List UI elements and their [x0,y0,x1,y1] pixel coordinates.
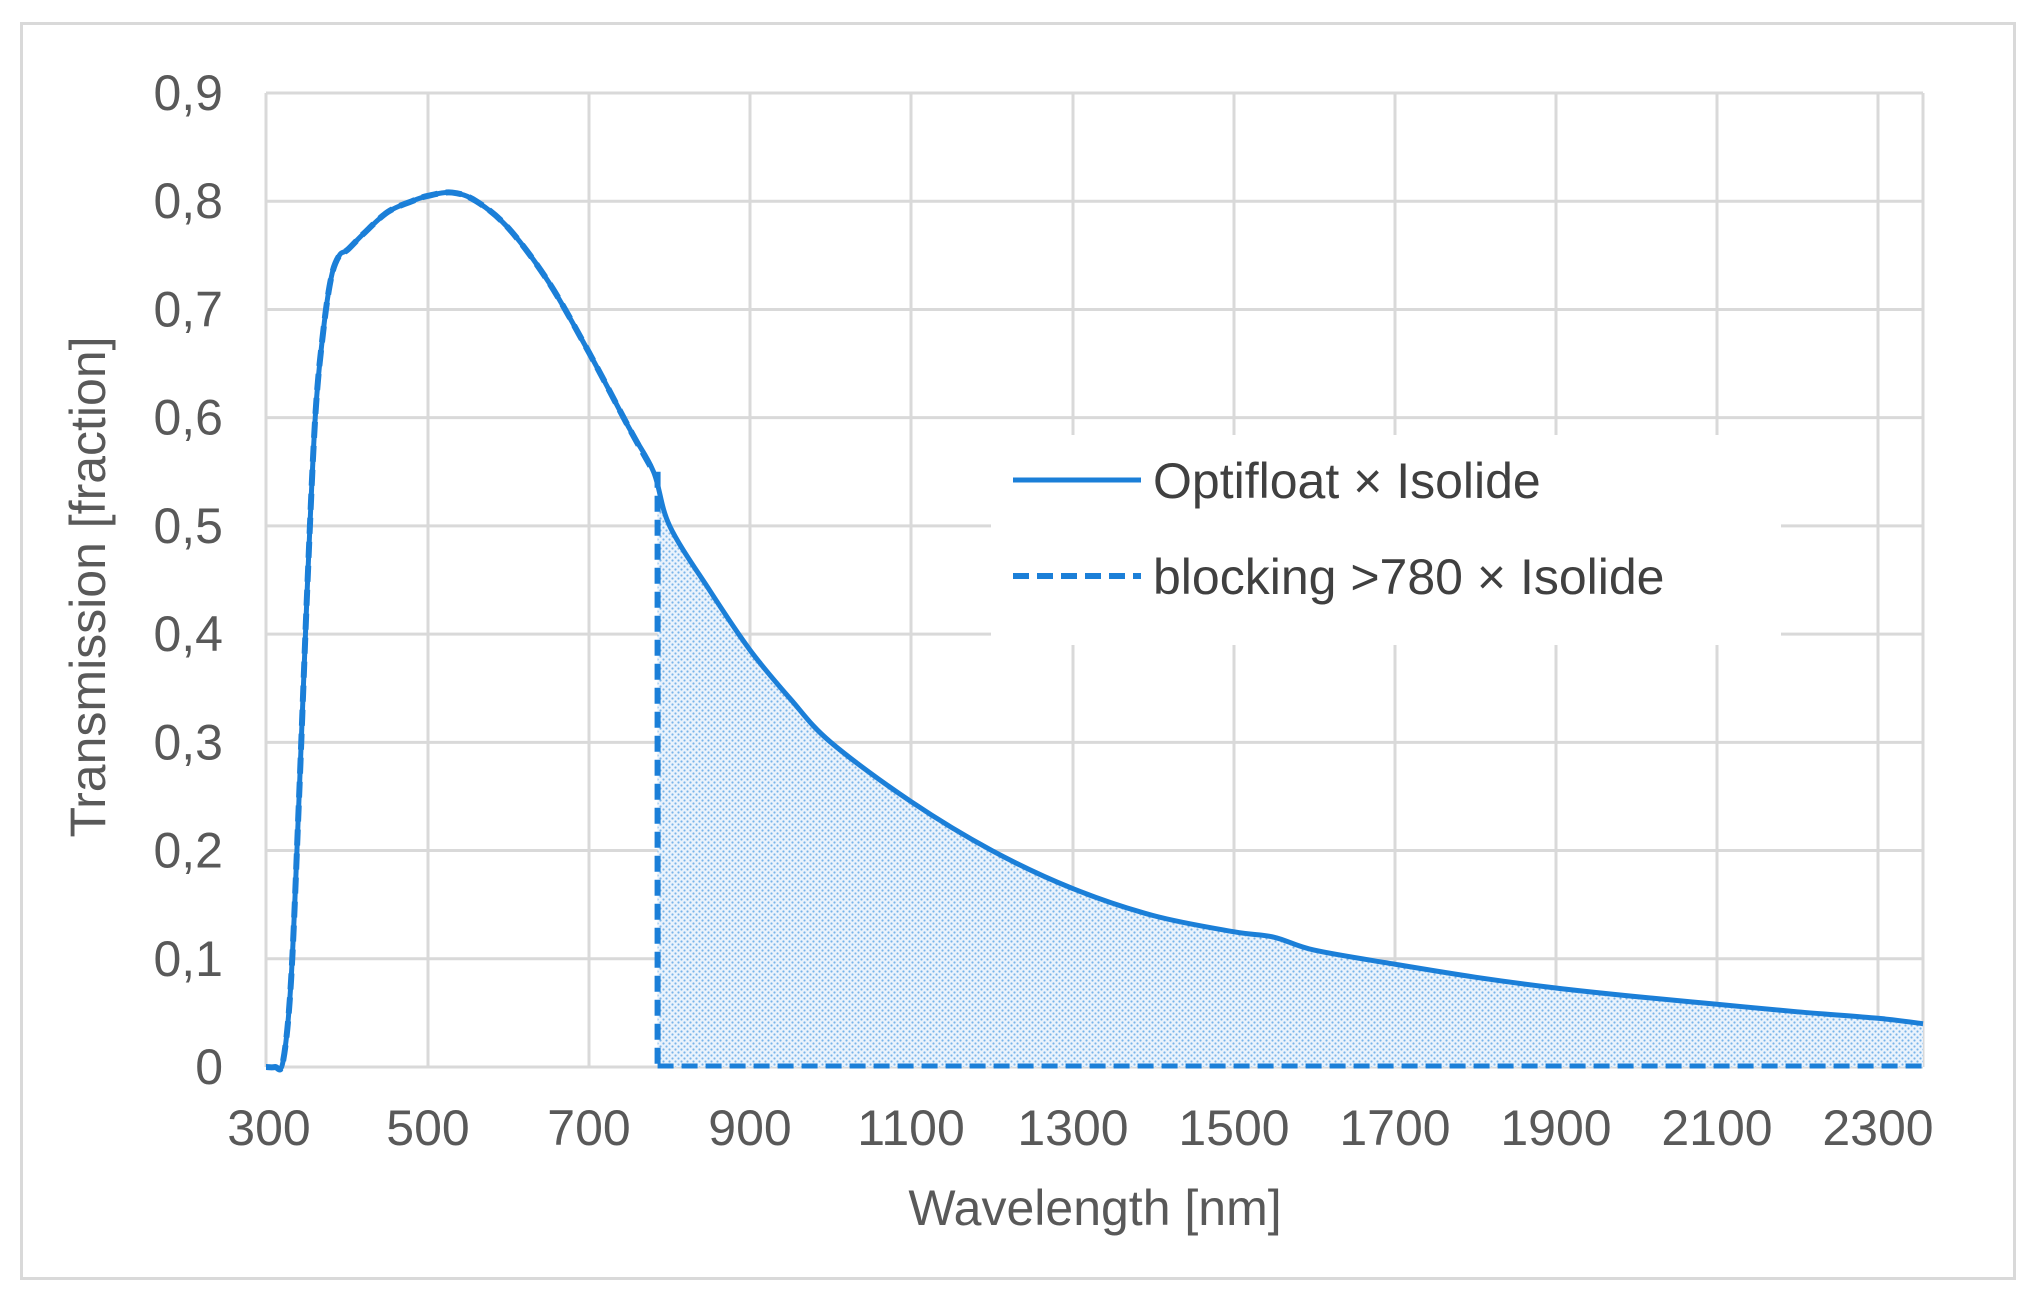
x-axis-title: Wavelength [nm] [908,1180,1281,1236]
series-layer [265,189,1924,1073]
x-tick-label: 700 [547,1100,630,1156]
y-tick-label: 0 [195,1039,223,1095]
shaded-area-layer [657,477,1924,1067]
y-tick-label: 0,1 [153,931,223,987]
y-tick-label: 0,2 [153,823,223,879]
y-tick-label: 0,5 [153,498,223,554]
y-tick-label: 0,7 [153,281,223,337]
x-tick-label: 500 [386,1100,469,1156]
y-tick-label: 0,6 [153,390,223,446]
x-tick-label: 1500 [1178,1100,1289,1156]
y-axis-title: Transmission [fraction] [60,336,116,837]
legend-label-blocking: blocking >780 × Isolide [1153,549,1664,605]
x-tick-label: 900 [708,1100,791,1156]
y-tick-label: 0,4 [153,606,223,662]
x-tick-label: 1100 [857,1100,965,1156]
y-tick-label: 0,9 [153,65,223,121]
x-tick-label: 1300 [1017,1100,1128,1156]
series-optifloat-line [265,189,1924,1072]
x-tick-label: 1900 [1500,1100,1611,1156]
x-tick-label: 2100 [1661,1100,1772,1156]
y-tick-label: 0,8 [153,173,223,229]
transmission-chart: 0 0,1 0,2 0,3 0,4 0,5 0,6 0,7 0,8 0,9 300 500 700 90… [60,65,1934,1236]
chart-frame: 0 0,1 0,2 0,3 0,4 0,5 0,6 0,7 0,8 0,9 300 500 700 90… [20,22,2016,1280]
x-tick-labels: 300 500 700 900 1100 1300 1500 1700 1900 2100 2300 [227,1100,1933,1156]
x-tick-label: 300 [227,1100,310,1156]
legend-label-optifloat: Optifloat × Isolide [1153,453,1541,509]
y-tick-labels: 0 0,1 0,2 0,3 0,4 0,5 0,6 0,7 0,8 0,9 [153,65,223,1095]
legend-background [991,435,1781,645]
x-tick-label: 1700 [1339,1100,1450,1156]
x-tick-label: 2300 [1822,1100,1933,1156]
blocked-shaded-area [657,477,1924,1067]
y-tick-label: 0,3 [153,714,223,770]
legend: Optifloat × Isolide blocking >780 × Isol… [991,435,1781,645]
